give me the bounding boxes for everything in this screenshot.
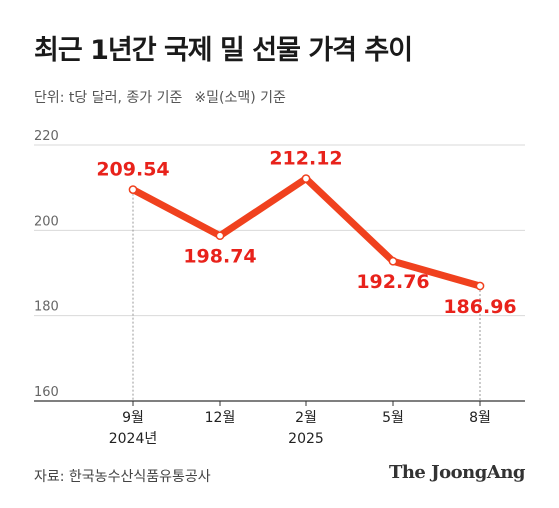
label-layer: 209.54 198.74 212.12 192.76 186.96 bbox=[96, 148, 516, 318]
source-note: 자료: 한국농수산식품유통공사 bbox=[34, 469, 211, 485]
y-tick-label: 180 bbox=[34, 300, 59, 315]
data-label: 186.96 bbox=[443, 296, 516, 318]
chart-subtitle: 단위: t당 달러, 종가 기준 ※밀(소맥) 기준 bbox=[34, 87, 286, 107]
grid-layer: 160 180 200 220 bbox=[34, 129, 525, 400]
data-point bbox=[388, 256, 398, 266]
x-tick-label: 5월 bbox=[382, 410, 404, 426]
y-tick-label: 200 bbox=[34, 214, 59, 229]
x-tick-label: 8월 bbox=[469, 410, 491, 426]
line-layer bbox=[129, 175, 484, 290]
data-label: 198.74 bbox=[183, 246, 256, 268]
x-year-label: 2025 bbox=[288, 431, 324, 447]
data-point bbox=[215, 231, 225, 241]
data-label: 212.12 bbox=[269, 148, 342, 170]
data-point bbox=[128, 185, 138, 194]
y-tick-label: 220 bbox=[34, 129, 59, 144]
brand-logo: The JoongAng bbox=[388, 462, 526, 483]
data-point bbox=[475, 281, 485, 291]
guide-layer bbox=[132, 193, 481, 401]
x-year-label: 2024년 bbox=[109, 431, 158, 447]
series-line bbox=[129, 175, 484, 290]
y-tick-label: 160 bbox=[34, 385, 59, 400]
x-tick-label: 9월 bbox=[122, 410, 144, 426]
axis-layer: 9월 2024년 12월 2월 2025 5월 8월 bbox=[34, 400, 525, 447]
data-point bbox=[301, 174, 311, 183]
data-label: 209.54 bbox=[96, 159, 169, 181]
point-layer bbox=[128, 174, 485, 291]
x-tick-label: 2월 bbox=[295, 410, 317, 426]
chart-title: 최근 1년간 국제 밀 선물 가격 추이 bbox=[34, 35, 413, 66]
data-label: 192.76 bbox=[356, 271, 429, 293]
note-label: ※밀(소맥) 기준 bbox=[194, 90, 286, 106]
x-tick-label: 12월 bbox=[205, 410, 236, 426]
unit-label: 단위: t당 달러, 종가 기준 bbox=[34, 90, 183, 106]
